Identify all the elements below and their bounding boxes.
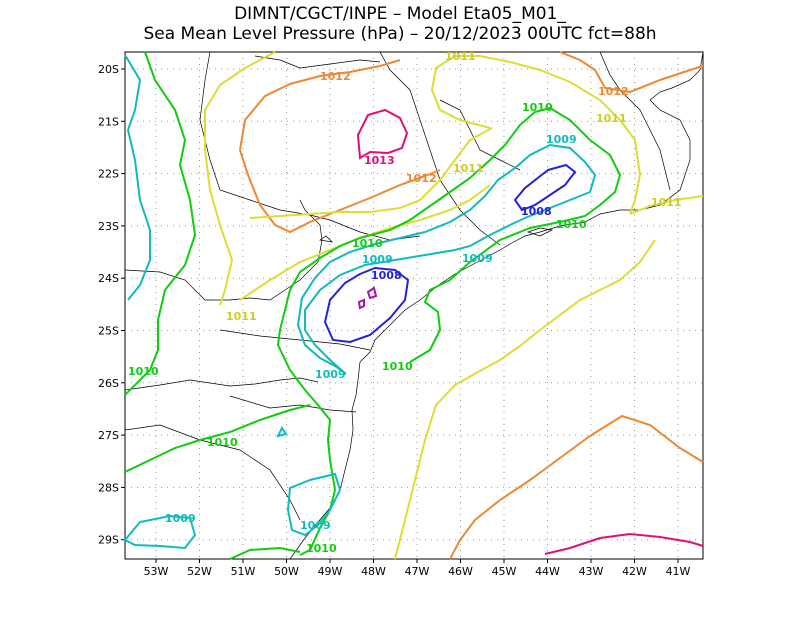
lon-tick-label: 53W [144,565,169,578]
island [526,227,554,237]
lat-tick-label: 21S [98,115,119,128]
contour-label: 1011 [453,162,484,175]
lon-tick-label: 49W [318,565,343,578]
state-border-5 [219,329,371,351]
lat-tick-label: 25S [98,325,119,338]
contour-label: 1011 [445,50,476,63]
contour-label: 1008 [371,269,402,282]
contour-label: 1011 [596,112,627,125]
state-border-7 [439,99,521,171]
contour-label: 1009 [315,368,346,381]
isobar-1011 [394,239,656,560]
isobar-1012 [559,51,704,94]
contour-label: 1009 [546,133,577,146]
isobar-1008 [323,266,410,344]
state-border-4 [599,51,671,191]
uruguay-border [124,424,301,521]
lon-tick-label: 51W [231,565,256,578]
isobar-1009 [286,472,342,537]
isobar-1013 [544,532,704,555]
contour-label: 1009 [362,253,393,266]
isobar-1010 [144,51,197,371]
contour-label: 1009 [300,519,331,532]
state-border-2 [379,51,501,246]
contour-label: 1009 [462,252,493,265]
lon-tick-label: 42W [622,565,647,578]
lon-tick-label: 47W [405,565,430,578]
contour-label: 1008 [521,205,552,218]
lat-tick-label: 20S [98,63,119,76]
isobar-1010 [124,404,311,473]
isobar-1010 [229,546,301,560]
isobar-1012 [449,414,704,560]
contour-label: 1013 [364,154,395,167]
lon-tick-label: 52W [187,565,212,578]
state-border-1 [199,51,421,241]
contour-label: 1010 [382,360,413,373]
contour-label: 1010 [128,365,159,378]
pressure-low-core [357,298,365,310]
lon-tick-label: 44W [535,565,560,578]
isobar-1009 [123,514,197,550]
contour-label: 1010 [306,542,337,555]
state-border-3 [254,55,381,69]
contour-label: 1011 [226,310,257,323]
state-border-6 [229,395,357,413]
contour-label: 1011 [651,196,682,209]
isobar-1011 [204,51,276,306]
lon-tick-label: 41W [666,565,691,578]
contour-label: 1012 [406,172,437,185]
contour-label: 1010 [556,218,587,231]
contour-label: 1012 [320,70,351,83]
lat-tick-label: 22S [98,168,119,181]
lon-tick-label: 45W [492,565,517,578]
lat-tick-label: 27S [98,429,119,442]
title-line-2: Sea Mean Level Pressure (hPa) – 20/12/20… [143,24,657,44]
contour-label: 1012 [598,85,629,98]
lon-tick-label: 46W [448,565,473,578]
isobar-1011 [629,195,704,215]
isobar-1012 [238,59,441,234]
isobar-1009 [296,143,597,375]
title-line-1: DIMNT/CGCT/INPE – Model Eta05_M01_ [234,4,566,24]
coastline [289,51,704,560]
isobar-1011 [430,55,642,215]
argentina-border [124,377,319,391]
lat-tick-label: 24S [98,272,119,285]
contour-label: 1009 [165,512,196,525]
contour-label: 1010 [352,237,383,250]
isobar-1010 [276,106,622,556]
coastline-borders [124,51,704,560]
isobar-1010 [124,369,151,396]
isobar-1008 [513,163,577,212]
contour-label: 1010 [207,436,238,449]
paraguay-brazil-border [124,199,323,301]
isobar-1009 [124,54,151,301]
pressure-low-core [366,286,378,300]
lon-tick-label: 48W [361,565,386,578]
contours [123,51,704,560]
isobar-1013 [356,108,409,160]
isobar-1009 [276,426,288,438]
plot-frame [124,51,704,560]
lat-tick-label: 23S [98,220,119,233]
isobar-1011 [249,127,493,219]
lon-tick-label: 50W [274,565,299,578]
lat-tick-label: 26S [98,377,119,390]
lat-lon-grid [125,52,703,559]
contour-label: 1010 [522,101,553,114]
lat-tick-label: 29S [98,534,119,547]
axis-ticks: 20S 21S 22S 23S 24S 25S 26S 27S 28S 29S 53W 52W 51W 5… [98,63,691,578]
island [319,235,334,243]
map-title: DIMNT/CGCT/INPE – Model Eta05_M01_ Sea M… [0,4,800,44]
lon-tick-label: 43W [579,565,604,578]
lat-tick-label: 28S [98,481,119,494]
